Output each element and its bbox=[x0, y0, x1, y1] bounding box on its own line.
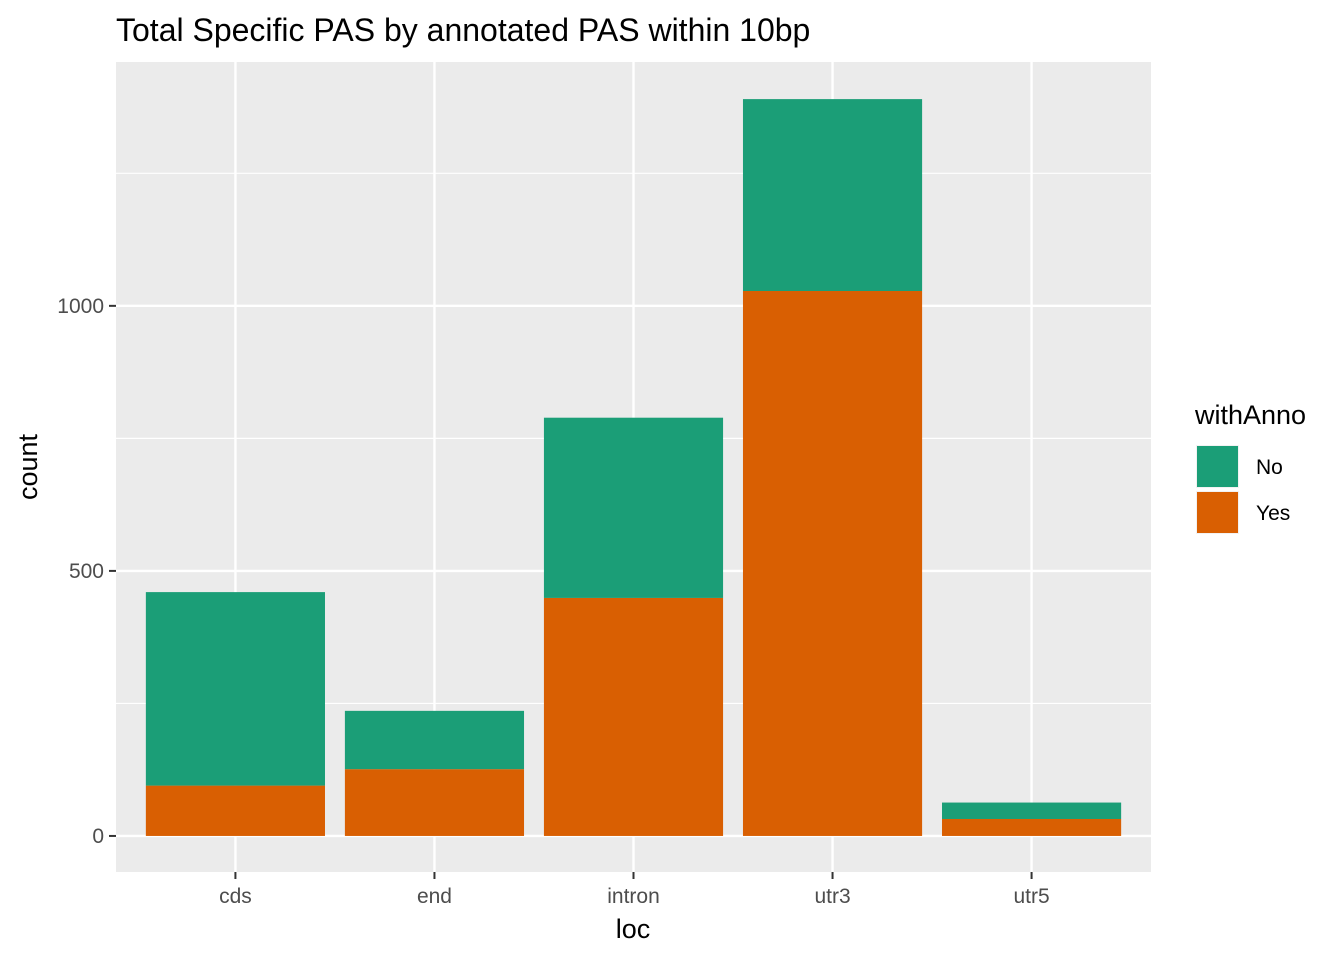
bar-utr5-no bbox=[942, 802, 1122, 819]
bars bbox=[145, 99, 1122, 836]
y-tick-label: 1000 bbox=[57, 295, 104, 318]
x-axis-title: loc bbox=[616, 914, 651, 944]
x-tick-label-intron: intron bbox=[607, 885, 660, 908]
bar-utr3-yes bbox=[742, 291, 923, 836]
bar-intron-yes bbox=[543, 597, 724, 836]
legend-key-no bbox=[1197, 446, 1238, 487]
legend-title: withAnno bbox=[1194, 400, 1306, 430]
legend: withAnno No Yes bbox=[1194, 400, 1306, 534]
chart-title: Total Specific PAS by annotated PAS with… bbox=[116, 12, 810, 48]
bar-utr3-no bbox=[742, 99, 923, 292]
bar-cds-no bbox=[145, 592, 325, 786]
bar-end-yes bbox=[344, 769, 525, 836]
y-tick-label: 500 bbox=[69, 560, 104, 583]
bar-cds-yes bbox=[145, 785, 325, 836]
x-tick-label-utr5: utr5 bbox=[1013, 885, 1049, 908]
legend-label-no: No bbox=[1256, 456, 1283, 479]
bar-intron-no bbox=[543, 417, 724, 598]
y-axis-title: count bbox=[13, 433, 43, 500]
y-tick-label: 0 bbox=[92, 825, 104, 848]
x-tick-label-end: end bbox=[417, 885, 452, 908]
legend-label-yes: Yes bbox=[1256, 502, 1290, 525]
x-tick-label-utr3: utr3 bbox=[814, 885, 850, 908]
bar-end-no bbox=[344, 710, 525, 770]
legend-key-yes bbox=[1197, 492, 1238, 533]
bar-utr5-yes bbox=[942, 818, 1122, 836]
x-axis: cds end intron utr3 utr5 bbox=[219, 872, 1050, 908]
x-tick-label-cds: cds bbox=[219, 885, 252, 908]
y-axis: 0 500 1000 bbox=[57, 295, 116, 848]
